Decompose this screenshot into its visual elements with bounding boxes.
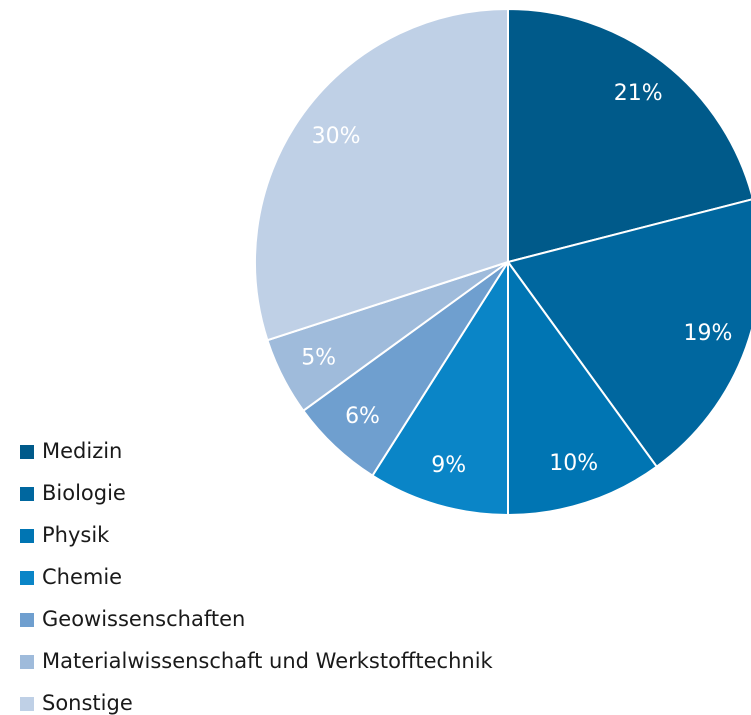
legend-swatch: [20, 487, 34, 501]
pie-slice: [371, 258, 509, 517]
data-label: 5%: [301, 345, 336, 370]
legend-swatch: [20, 613, 34, 627]
data-label: 19%: [684, 321, 733, 346]
pie-slice: [507, 258, 659, 517]
data-label: 30%: [312, 124, 361, 149]
data-label: 6%: [345, 404, 380, 429]
data-label: 9%: [431, 453, 466, 478]
legend-label: Biologie: [42, 481, 126, 505]
legend-label: Chemie: [42, 565, 122, 589]
legend-label: Materialwissenschaft und Werkstofftechni…: [42, 649, 494, 673]
legend-swatch: [20, 445, 34, 459]
legend-label: Sonstige: [42, 691, 133, 715]
legend-swatch: [20, 529, 34, 543]
pie-slice: [506, 198, 751, 469]
legend-label: Medizin: [42, 439, 122, 463]
legend-swatch: [20, 571, 34, 585]
pie-slice: [254, 7, 509, 342]
data-label: 10%: [549, 451, 598, 476]
legend-label: Physik: [42, 523, 110, 547]
data-label: 21%: [614, 81, 663, 106]
legend-label: Geowissenschaften: [42, 607, 245, 631]
legend-swatch: [20, 655, 34, 669]
legend-swatch: [20, 697, 34, 711]
pie-slice: [507, 7, 751, 264]
